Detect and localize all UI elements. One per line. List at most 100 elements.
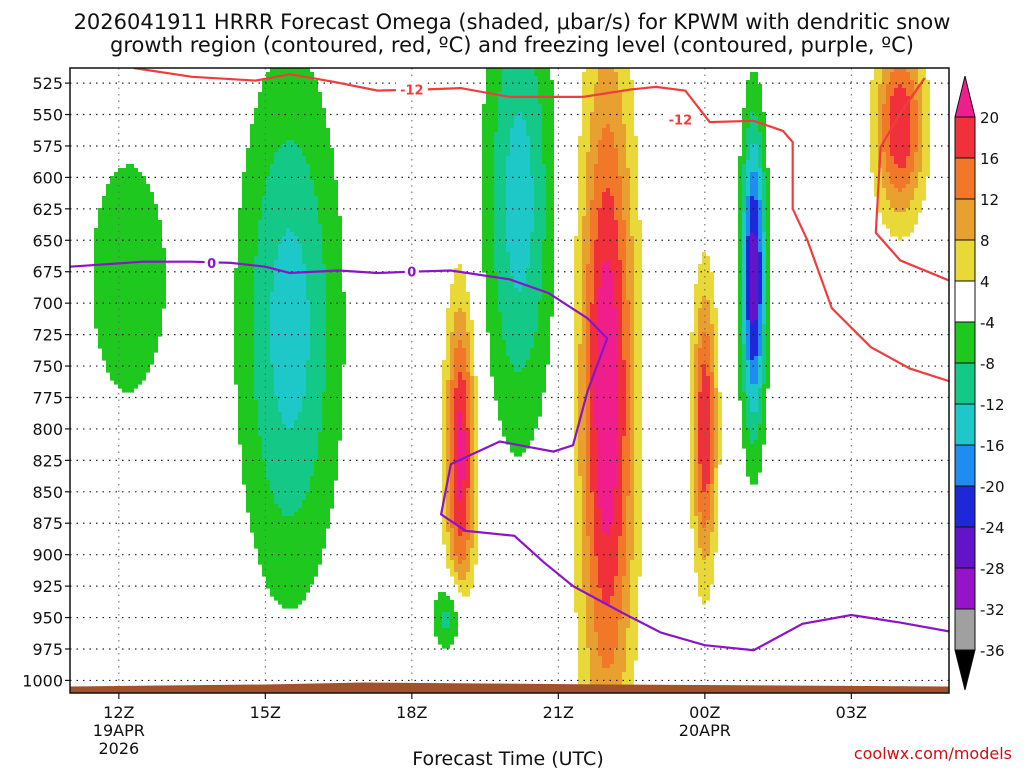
omega-cell	[706, 556, 714, 561]
omega-cell	[742, 344, 746, 349]
omega-cell	[750, 432, 758, 437]
omega-cell	[586, 68, 598, 73]
omega-cell	[762, 320, 766, 325]
omega-cell	[738, 260, 742, 265]
omega-cell	[714, 332, 718, 337]
omega-cell	[590, 352, 598, 357]
omega-cell	[94, 252, 166, 257]
omega-cell	[630, 484, 634, 489]
omega-cell	[446, 444, 450, 449]
omega-cell	[710, 448, 714, 453]
omega-cell	[618, 548, 626, 553]
omega-cell	[446, 456, 450, 461]
omega-cell	[766, 196, 770, 201]
omega-cell	[622, 436, 630, 441]
omega-cell	[750, 368, 758, 373]
omega-cell	[590, 408, 594, 413]
omega-cell	[634, 336, 642, 341]
omega-cell	[622, 608, 630, 613]
omega-cell	[242, 456, 262, 461]
omega-cell	[598, 636, 618, 641]
omega-cell	[630, 208, 638, 213]
omega-cell	[442, 436, 446, 441]
omega-cell	[750, 296, 758, 301]
omega-cell	[450, 432, 454, 437]
omega-cell	[534, 220, 546, 225]
omega-cell	[454, 388, 466, 393]
omega-cell	[594, 504, 598, 509]
omega-cell	[870, 164, 878, 169]
omega-cell	[630, 228, 642, 233]
omega-cell	[270, 300, 310, 305]
omega-cell	[690, 456, 694, 461]
omega-cell	[634, 432, 642, 437]
omega-cell	[750, 356, 754, 361]
omega-cell	[702, 600, 706, 605]
omega-cell	[626, 424, 630, 429]
omega-cell	[594, 300, 598, 305]
omega-cell	[714, 472, 718, 477]
omega-cell	[578, 640, 586, 645]
omega-cell	[762, 412, 766, 417]
omega-cell	[486, 96, 498, 101]
omega-cell	[602, 272, 614, 277]
omega-cell	[630, 428, 634, 433]
omega-cell	[482, 128, 498, 133]
omega-cell	[698, 280, 714, 285]
omega-cell	[762, 344, 766, 349]
omega-cell	[698, 412, 710, 417]
omega-cell	[434, 604, 454, 609]
omega-cell	[762, 164, 766, 169]
omega-cell	[326, 292, 346, 297]
omega-cell	[526, 364, 546, 369]
omega-cell	[694, 532, 698, 537]
omega-cell	[538, 308, 554, 313]
omega-cell	[458, 468, 466, 473]
omega-cell	[94, 300, 166, 305]
omega-cell	[582, 520, 586, 525]
omega-cell	[626, 224, 630, 229]
omega-cell	[694, 568, 714, 573]
omega-cell	[614, 588, 622, 593]
omega-cell	[450, 396, 454, 401]
omega-cell	[626, 528, 634, 533]
omega-cell	[318, 220, 342, 225]
omega-cell	[454, 472, 458, 477]
omega-cell	[590, 124, 606, 129]
omega-cell	[702, 476, 710, 481]
omega-cell	[618, 568, 626, 573]
omega-cell	[598, 160, 618, 165]
omega-cell	[742, 408, 746, 413]
omega-cell	[546, 212, 554, 217]
omega-cell	[326, 376, 342, 381]
omega-cell	[714, 448, 718, 453]
omega-cell	[758, 288, 762, 293]
omega-cell	[630, 380, 634, 385]
omega-cell	[758, 376, 762, 381]
omega-cell	[258, 252, 278, 257]
omega-cell	[690, 340, 698, 345]
omega-cell	[578, 440, 586, 445]
omega-cell	[586, 452, 590, 457]
omega-cell	[634, 332, 642, 337]
omega-cell	[470, 436, 474, 441]
omega-cell	[326, 280, 342, 285]
omega-cell	[494, 224, 506, 229]
omega-cell	[738, 388, 742, 393]
omega-cell	[474, 480, 478, 485]
omega-cell	[542, 280, 554, 285]
omega-cell	[590, 544, 594, 549]
omega-cell	[766, 340, 770, 345]
omega-cell	[98, 344, 158, 349]
omega-cell	[598, 456, 618, 461]
omega-cell	[590, 464, 598, 469]
omega-cell	[542, 156, 554, 161]
omega-cell	[234, 332, 254, 337]
omega-cell	[634, 448, 642, 453]
omega-cell	[454, 348, 466, 353]
omega-cell	[742, 148, 746, 153]
omega-cell	[474, 432, 478, 437]
omega-cell	[626, 508, 634, 513]
omega-cell	[466, 388, 470, 393]
omega-cell	[746, 236, 750, 241]
